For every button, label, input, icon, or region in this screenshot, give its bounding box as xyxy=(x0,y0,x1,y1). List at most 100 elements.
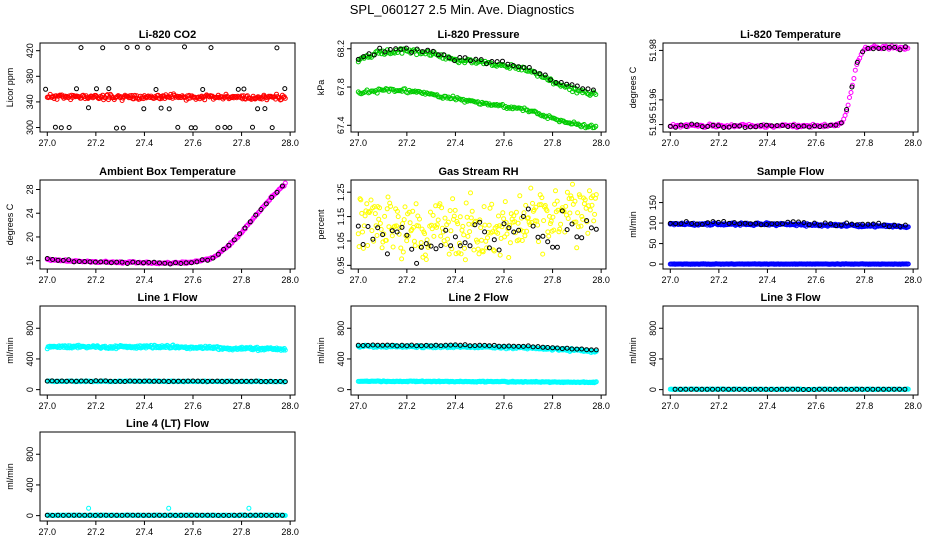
data-point xyxy=(870,221,876,227)
data-point xyxy=(507,223,513,229)
data-point xyxy=(694,122,700,128)
data-point xyxy=(59,378,65,384)
data-point xyxy=(224,378,230,384)
data-point xyxy=(496,213,501,219)
data-point xyxy=(374,233,380,238)
data-point xyxy=(559,346,565,352)
data-point xyxy=(360,229,365,235)
y-tick-label: 51.98 xyxy=(648,39,658,62)
x-tick-label: 27.4 xyxy=(759,138,777,148)
data-point xyxy=(860,221,866,227)
data-point xyxy=(50,257,56,262)
data-point xyxy=(377,45,383,51)
data-point xyxy=(194,512,200,518)
data-point xyxy=(557,226,563,232)
plot-frame xyxy=(39,42,296,133)
data-point xyxy=(130,259,136,265)
data-point xyxy=(433,203,439,209)
data-point xyxy=(215,512,221,518)
data-point xyxy=(472,343,478,349)
data-point xyxy=(489,59,495,64)
data-point xyxy=(403,45,409,51)
data-point xyxy=(157,260,162,266)
data-point xyxy=(905,261,911,267)
data-point xyxy=(689,121,695,127)
data-point xyxy=(356,244,362,250)
data-point xyxy=(859,386,865,392)
data-point xyxy=(414,260,420,266)
data-point xyxy=(784,386,790,392)
data-point xyxy=(897,47,903,53)
data-point xyxy=(86,105,91,111)
data-point xyxy=(384,251,390,257)
data-point xyxy=(124,512,130,518)
panel-title: Line 3 Flow xyxy=(761,292,821,304)
data-point xyxy=(263,201,269,207)
data-point xyxy=(175,95,181,101)
data-point xyxy=(74,86,79,92)
data-point xyxy=(446,251,452,257)
data-point xyxy=(439,205,445,211)
data-point xyxy=(731,220,737,226)
data-point xyxy=(374,90,380,96)
data-point xyxy=(365,243,371,248)
data-point xyxy=(445,219,451,225)
data-point xyxy=(246,505,252,511)
data-point xyxy=(277,378,283,384)
y-tick-label: 420 xyxy=(25,43,35,58)
data-point xyxy=(410,208,416,214)
data-point xyxy=(564,227,570,233)
data-point xyxy=(192,125,198,131)
data-point xyxy=(763,386,769,392)
data-point xyxy=(726,220,732,226)
data-point xyxy=(710,386,715,392)
data-point xyxy=(694,221,700,227)
data-point xyxy=(496,223,502,229)
data-point xyxy=(530,344,536,350)
series-diagnostic xyxy=(355,342,599,353)
data-point xyxy=(528,185,534,191)
data-point xyxy=(135,512,141,518)
data-point xyxy=(689,221,695,226)
data-point xyxy=(443,342,449,348)
data-point xyxy=(848,90,854,95)
data-point xyxy=(438,243,444,249)
data-point xyxy=(423,241,429,247)
data-point xyxy=(375,225,381,231)
data-point xyxy=(377,205,382,211)
data-point xyxy=(502,199,508,205)
data-point xyxy=(382,213,388,219)
data-point xyxy=(360,242,366,247)
data-point xyxy=(496,343,502,349)
y-tick-label: 1.05 xyxy=(336,232,346,250)
data-point xyxy=(156,378,162,384)
data-point xyxy=(587,188,592,194)
data-point xyxy=(520,214,526,219)
data-point xyxy=(844,108,850,114)
x-tick-label: 27.8 xyxy=(544,138,562,148)
data-point xyxy=(742,220,748,226)
data-point xyxy=(205,512,211,518)
data-point xyxy=(486,343,492,349)
data-point xyxy=(274,512,280,518)
x-tick-label: 27.8 xyxy=(544,275,562,285)
x-tick-label: 27.6 xyxy=(495,138,513,148)
data-point xyxy=(167,261,173,267)
series-spikes xyxy=(86,505,252,511)
data-point xyxy=(433,246,439,252)
data-point xyxy=(282,513,288,518)
data-point xyxy=(189,512,194,518)
data-point xyxy=(435,52,441,58)
data-point xyxy=(504,231,510,237)
data-point xyxy=(73,378,79,384)
data-point xyxy=(667,123,673,129)
data-point xyxy=(388,203,394,209)
data-point xyxy=(55,512,61,518)
data-point xyxy=(672,386,678,392)
data-point xyxy=(195,378,201,384)
data-point xyxy=(355,231,361,237)
data-point xyxy=(769,221,775,227)
data-point xyxy=(389,342,395,348)
data-point xyxy=(548,77,554,83)
y-tick-label: 0 xyxy=(25,387,35,392)
